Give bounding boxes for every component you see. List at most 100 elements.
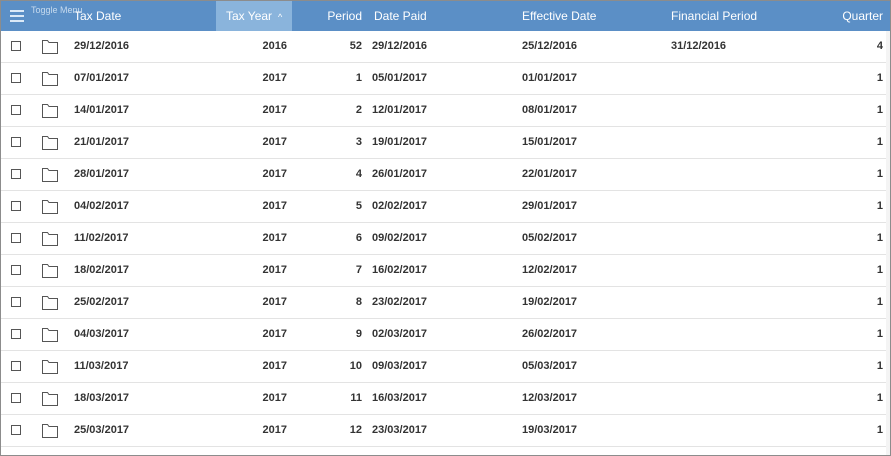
cell-date-paid: 09/03/2017 [372, 360, 428, 372]
folder-icon[interactable] [42, 167, 58, 182]
cell-tax-year: 2016 [262, 40, 287, 52]
column-header-tax-date[interactable]: Tax Date [74, 1, 121, 31]
column-header-quarter-label: Quarter [842, 9, 883, 23]
cell-quarter: 1 [876, 424, 883, 436]
cell-quarter: 1 [876, 136, 883, 148]
cell-tax-year: 2017 [262, 136, 287, 148]
cell-quarter: 4 [876, 40, 883, 52]
folder-icon[interactable] [42, 103, 58, 118]
row-checkbox[interactable] [11, 137, 21, 147]
table-row[interactable]: 11/03/2017 2017 10 09/03/2017 05/03/2017 1 [1, 351, 890, 383]
vertical-scrollbar[interactable] [886, 31, 890, 455]
cell-date-paid: 29/12/2016 [372, 40, 428, 52]
folder-icon[interactable] [42, 71, 58, 86]
table-row[interactable]: 04/03/2017 2017 9 02/03/2017 26/02/2017 1 [1, 319, 890, 351]
column-header-tax-date-label: Tax Date [74, 9, 122, 23]
column-header-effective-date[interactable]: Effective Date [522, 1, 596, 31]
cell-period: 12 [349, 424, 362, 436]
cell-date-paid: 16/03/2017 [372, 392, 428, 404]
cell-quarter: 1 [876, 104, 883, 116]
table-row[interactable]: 07/01/2017 2017 1 05/01/2017 01/01/2017 1 [1, 63, 890, 95]
table-row[interactable]: 25/03/2017 2017 12 23/03/2017 19/03/2017 1 [1, 415, 890, 447]
cell-tax-year: 2017 [262, 360, 287, 372]
row-checkbox[interactable] [11, 105, 21, 115]
cell-date-paid: 09/02/2017 [372, 232, 428, 244]
cell-effective-date: 05/02/2017 [522, 232, 578, 244]
table-row[interactable]: 25/02/2017 2017 8 23/02/2017 19/02/2017 1 [1, 287, 890, 319]
row-checkbox[interactable] [11, 393, 21, 403]
cell-tax-year: 2017 [262, 232, 287, 244]
folder-icon[interactable] [42, 295, 58, 310]
cell-period: 8 [355, 296, 362, 308]
table-row[interactable]: 18/02/2017 2017 7 16/02/2017 12/02/2017 1 [1, 255, 890, 287]
folder-icon[interactable] [42, 359, 58, 374]
cell-period: 5 [355, 200, 362, 212]
row-checkbox[interactable] [11, 201, 21, 211]
row-checkbox[interactable] [11, 425, 21, 435]
cell-tax-date: 29/12/2016 [74, 40, 130, 52]
table-row[interactable]: 18/03/2017 2017 11 16/03/2017 12/03/2017 1 [1, 383, 890, 415]
row-checkbox[interactable] [11, 329, 21, 339]
cell-effective-date: 05/03/2017 [522, 360, 578, 372]
row-checkbox[interactable] [11, 233, 21, 243]
cell-tax-date: 25/02/2017 [74, 296, 130, 308]
column-header-quarter[interactable]: Quarter [801, 1, 883, 31]
folder-icon[interactable] [42, 327, 58, 342]
hamburger-menu-icon [10, 10, 24, 22]
cell-tax-year: 2017 [262, 72, 287, 84]
cell-tax-date: 11/02/2017 [74, 232, 129, 244]
column-header-financial-period[interactable]: Financial Period [671, 1, 757, 31]
folder-icon[interactable] [42, 263, 58, 278]
table-row[interactable]: 21/01/2017 2017 3 19/01/2017 15/01/2017 1 [1, 127, 890, 159]
table-row[interactable]: 14/01/2017 2017 2 12/01/2017 08/01/2017 1 [1, 95, 890, 127]
table-row[interactable]: 11/02/2017 2017 6 09/02/2017 05/02/2017 1 [1, 223, 890, 255]
column-header-tax-year[interactable]: Tax Year ^ [216, 1, 292, 31]
table-row[interactable]: 28/01/2017 2017 4 26/01/2017 22/01/2017 1 [1, 159, 890, 191]
cell-quarter: 1 [876, 296, 883, 308]
cell-tax-date: 04/02/2017 [74, 200, 130, 212]
cell-effective-date: 15/01/2017 [522, 136, 578, 148]
cell-quarter: 1 [876, 232, 883, 244]
folder-icon[interactable] [42, 199, 58, 214]
cell-tax-year: 2017 [262, 168, 287, 180]
folder-icon[interactable] [42, 135, 58, 150]
toggle-menu-button[interactable] [1, 1, 33, 31]
table-row[interactable]: 29/12/2016 2016 52 29/12/2016 25/12/2016 31/1… [1, 31, 890, 63]
cell-effective-date: 29/01/2017 [522, 200, 578, 212]
cell-quarter: 1 [876, 168, 883, 180]
grid-body: 29/12/2016 2016 52 29/12/2016 25/12/2016 31/1… [1, 31, 890, 447]
cell-tax-date: 28/01/2017 [74, 168, 130, 180]
column-header-period[interactable]: Period [301, 1, 362, 31]
folder-icon[interactable] [42, 231, 58, 246]
cell-period: 52 [349, 40, 362, 52]
cell-tax-year: 2017 [262, 424, 287, 436]
row-checkbox[interactable] [11, 265, 21, 275]
column-header-financial-period-label: Financial Period [671, 9, 758, 23]
cell-tax-year: 2017 [262, 392, 287, 404]
cell-date-paid: 16/02/2017 [372, 264, 428, 276]
cell-tax-date: 11/03/2017 [74, 360, 129, 372]
cell-date-paid: 26/01/2017 [372, 168, 428, 180]
row-checkbox[interactable] [11, 361, 21, 371]
column-header-date-paid[interactable]: Date Paid [374, 1, 427, 31]
table-row[interactable]: 04/02/2017 2017 5 02/02/2017 29/01/2017 1 [1, 191, 890, 223]
cell-effective-date: 25/12/2016 [522, 40, 578, 52]
cell-period: 6 [355, 232, 362, 244]
folder-icon[interactable] [42, 39, 58, 54]
column-header-effective-date-label: Effective Date [522, 9, 597, 23]
cell-tax-date: 07/01/2017 [74, 72, 130, 84]
folder-icon[interactable] [42, 391, 58, 406]
cell-effective-date: 12/03/2017 [522, 392, 578, 404]
cell-date-paid: 02/03/2017 [372, 328, 428, 340]
folder-icon[interactable] [42, 423, 58, 438]
row-checkbox[interactable] [11, 297, 21, 307]
cell-tax-date: 18/03/2017 [74, 392, 130, 404]
cell-quarter: 1 [876, 328, 883, 340]
cell-tax-year: 2017 [262, 296, 287, 308]
column-header-tax-year-label: Tax Year [226, 9, 273, 23]
row-checkbox[interactable] [11, 169, 21, 179]
row-checkbox[interactable] [11, 73, 21, 83]
cell-quarter: 1 [876, 72, 883, 84]
cell-quarter: 1 [876, 200, 883, 212]
row-checkbox[interactable] [11, 41, 21, 51]
